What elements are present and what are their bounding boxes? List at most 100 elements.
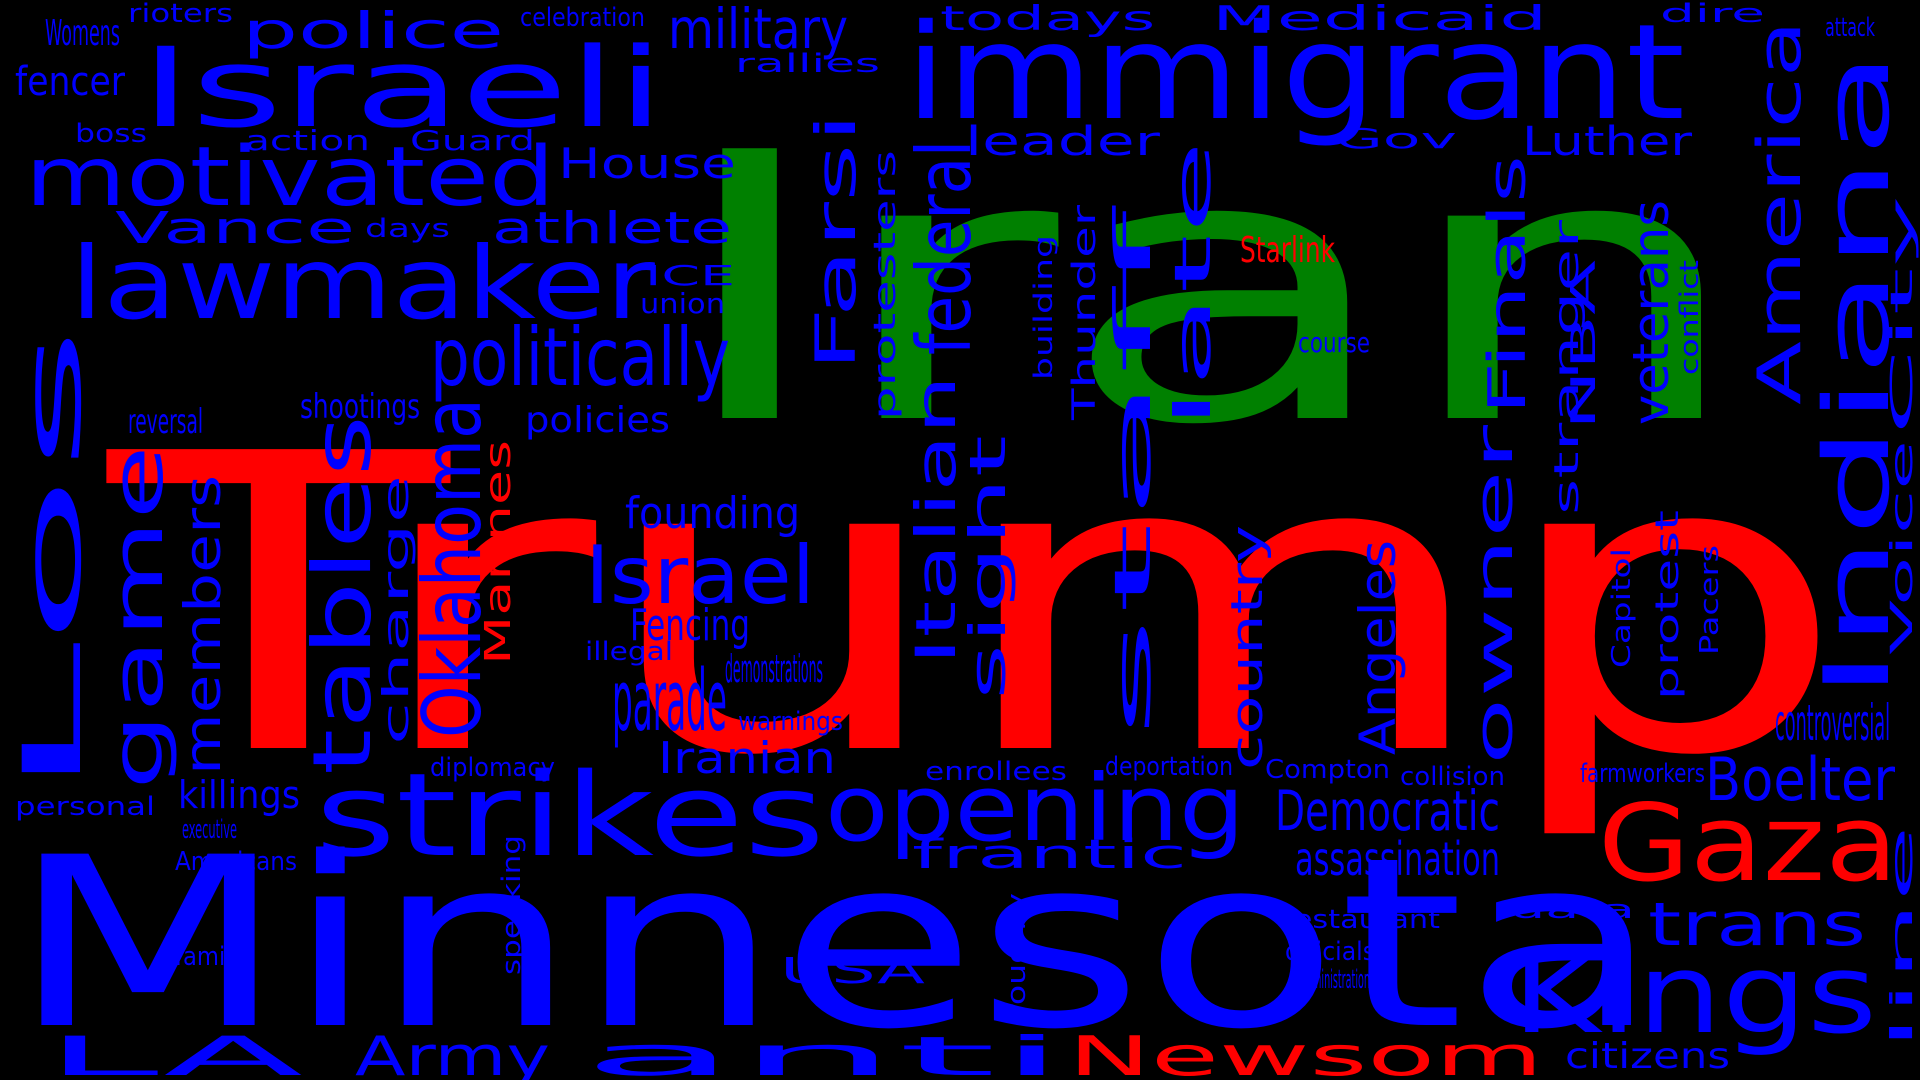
word-staff: union — [640, 287, 725, 320]
word-days: fencer — [15, 59, 125, 105]
word-sight: ICE — [645, 259, 735, 292]
word-los: attack — [1825, 13, 1875, 43]
word-administration: Medicaid — [1212, 0, 1547, 39]
word-politically: Indiana — [1805, 50, 1910, 700]
word-frantic: assassination — [1295, 832, 1500, 886]
word-action: policies — [525, 400, 670, 441]
word-boelter: police — [242, 2, 504, 60]
word-police: tables — [296, 415, 389, 775]
word-athlete: LA — [45, 1025, 303, 1080]
word-immigrant: immigrant — [905, 0, 1685, 150]
word-diplomacy: charge — [376, 475, 417, 745]
word-vance: Army — [355, 1025, 550, 1080]
word-opening: opening — [825, 755, 1245, 862]
word-la: parade — [612, 652, 727, 751]
word-parade: Oklahoma — [406, 398, 499, 738]
word-illegal: citizens — [1565, 1036, 1730, 1077]
word-gaza: Gaza — [1598, 782, 1898, 905]
word-line: family — [175, 942, 245, 972]
word-celebration: frantic — [912, 832, 1187, 878]
word-personal: protest — [1648, 510, 1686, 700]
word-city: administration — [1300, 965, 1370, 995]
word-late: course — [1298, 326, 1370, 359]
word-thunder: Americans — [175, 847, 297, 877]
word-trans: military — [668, 0, 848, 61]
word-demonstrations: staff — [1104, 203, 1162, 740]
word-kings: Kings — [1512, 930, 1877, 1058]
word-shootings: owner — [1465, 424, 1525, 765]
word-family: rioters — [128, 0, 233, 29]
word-america: Guard — [410, 124, 535, 157]
word-medicaid: leader — [965, 119, 1161, 165]
word-israeli: Israeli — [140, 24, 665, 152]
word-officials: todays — [940, 0, 1155, 39]
word-trump: Trump — [99, 367, 1848, 845]
word-democratic: America — [1745, 20, 1815, 405]
word-pacers: Pacers — [1695, 545, 1725, 655]
word-assassination: Newsom — [1068, 1025, 1543, 1080]
word-marines: farmworkers — [1580, 759, 1705, 789]
word-todays: House — [558, 139, 736, 188]
word-ice: Womens — [45, 13, 120, 54]
word-union: killings — [178, 773, 300, 817]
word-italian: Gov — [1335, 122, 1457, 155]
word-fencing: Farsi — [804, 112, 868, 372]
word-members: deportation — [1105, 752, 1233, 782]
word-iranian: sight — [959, 435, 1017, 700]
word-luther: Democratic — [1275, 779, 1500, 843]
word-fencer: Angeles — [1349, 540, 1407, 755]
word-conflict: conflict — [1675, 260, 1705, 375]
word-anti: federal — [900, 140, 988, 355]
word-warnings: country — [1222, 525, 1273, 770]
word-federal: action — [245, 124, 370, 157]
word-motivated: motivated — [25, 130, 555, 225]
word-owner: illegal — [585, 637, 673, 667]
word-finals: warnings — [738, 707, 843, 737]
word-usa: controversial — [1775, 694, 1890, 752]
word-capitol: Capitol — [1607, 548, 1637, 668]
word-data: Starlink — [1240, 230, 1335, 271]
word-americans: City — [1885, 195, 1920, 435]
word-voice: officials — [1285, 937, 1375, 967]
word-killings: members — [174, 475, 232, 775]
word-army: Israel — [585, 529, 815, 622]
word-guard: shootings — [300, 387, 420, 427]
word-dire: Fencing — [630, 600, 750, 651]
word-country: Compton — [1265, 755, 1390, 785]
word-indiana: celebration — [520, 3, 645, 33]
word-policies: late — [1164, 140, 1222, 430]
word-house: Boelter — [1705, 745, 1895, 815]
word-compton: NBA — [1564, 260, 1604, 430]
word-protest: data — [1510, 895, 1635, 925]
word-tables: dire — [1660, 0, 1765, 29]
word-veterans: enrollees — [925, 757, 1067, 787]
word-charge: collision — [1400, 762, 1505, 792]
word-starlink: athlete — [492, 203, 732, 254]
word-lawmaker: lawmaker — [70, 225, 656, 342]
word-boss: demonstrations — [725, 647, 823, 691]
word-game: boss — [75, 119, 147, 149]
word-military: Los — [6, 325, 99, 800]
word-roughly: roughly — [1002, 893, 1032, 1018]
word-deportation: stranger — [1547, 220, 1587, 515]
word-womens: veterans — [1622, 200, 1680, 425]
word-leader: trans — [1648, 890, 1866, 960]
word-farsi: days — [365, 214, 450, 244]
word-course: USA — [780, 951, 926, 992]
word-attack: Iranian — [658, 733, 836, 784]
word-strikes: strikes — [315, 749, 825, 883]
word-iran: Iran — [668, 76, 1748, 506]
word-protesters: restaurant — [1282, 905, 1440, 935]
word-rioters: Luther — [1522, 119, 1693, 165]
word-reversal: Finals — [1478, 155, 1538, 415]
word-oklahoma: rallies — [735, 49, 880, 79]
word-founding: Italian — [904, 375, 968, 665]
word-newsom: game — [97, 445, 179, 790]
word-farmworkers: protesters — [868, 150, 903, 420]
word-gov: reversal — [128, 402, 203, 442]
word-nba: executive — [182, 815, 237, 845]
word-building: building — [1029, 235, 1059, 380]
word-israel: politically — [430, 311, 730, 404]
